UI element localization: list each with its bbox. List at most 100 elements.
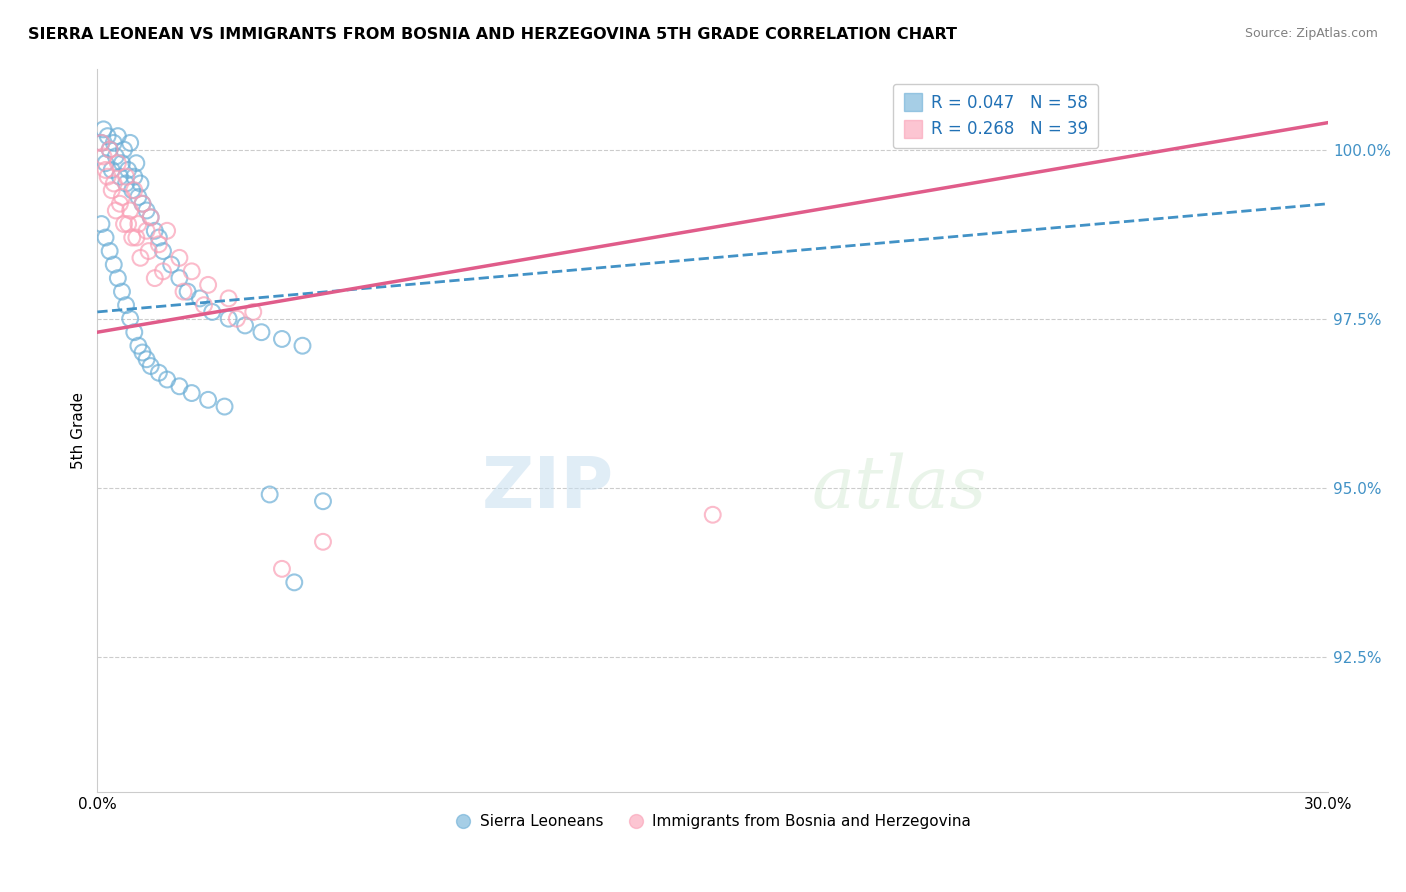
Point [169,271,191,285]
Point [135,352,157,367]
Point [108,196,131,211]
Point [135,224,157,238]
Point [156,224,179,238]
Point [125,156,148,170]
Point [135,203,157,218]
Point [103,177,125,191]
Point [117,217,139,231]
Point [124,183,146,197]
Point [169,251,191,265]
Point [218,292,240,306]
Text: SIERRA LEONEAN VS IMMIGRANTS FROM BOSNIA AND HERZEGOVINA 5TH GRADE CORRELATION C: SIERRA LEONEAN VS IMMIGRANTS FROM BOSNIA… [28,27,957,42]
Point [93,149,115,163]
Point [111,156,134,170]
Point [139,211,162,225]
Point [218,311,240,326]
Point [127,339,149,353]
Point [180,264,202,278]
Text: ZIP: ZIP [482,454,614,523]
Point [108,169,131,184]
Point [129,251,152,265]
Point [107,129,129,144]
Point [117,163,139,178]
Y-axis label: 5th Grade: 5th Grade [72,392,86,468]
Point [152,244,174,258]
Point [90,136,112,150]
Point [127,190,149,204]
Point [291,339,314,353]
Point [197,277,219,292]
Text: Source: ZipAtlas.com: Source: ZipAtlas.com [1244,27,1378,40]
Point [93,122,115,136]
Point [312,534,335,549]
Point [148,230,170,244]
Point [127,217,149,231]
Point [176,285,198,299]
Point [111,285,134,299]
Point [156,372,179,386]
Point [143,224,166,238]
Point [97,169,120,184]
Point [121,183,143,197]
Point [112,143,135,157]
Point [120,136,142,150]
Point [180,386,202,401]
Point [139,359,162,373]
Point [115,298,138,312]
Point [97,129,120,144]
Point [94,163,117,178]
Point [120,311,142,326]
Point [139,211,162,225]
Point [104,149,127,163]
Point [702,508,724,522]
Point [283,575,305,590]
Point [100,183,122,197]
Point [98,143,121,157]
Point [188,292,211,306]
Point [100,163,122,178]
Point [131,196,153,211]
Point [148,237,170,252]
Point [111,190,134,204]
Point [225,311,247,326]
Point [107,271,129,285]
Point [103,258,125,272]
Point [152,264,174,278]
Point [271,562,294,576]
Point [143,271,166,285]
Point [98,244,121,258]
Point [201,305,224,319]
Point [242,305,264,319]
Point [112,217,135,231]
Point [193,298,215,312]
Point [148,366,170,380]
Point [90,217,112,231]
Point [94,156,117,170]
Point [160,258,183,272]
Point [103,136,125,150]
Point [131,345,153,359]
Point [250,325,273,339]
Point [98,143,121,157]
Point [312,494,335,508]
Point [173,285,195,299]
Point [90,136,112,150]
Point [115,169,138,184]
Point [169,379,191,393]
Point [121,230,143,244]
Point [214,400,236,414]
Point [271,332,294,346]
Point [197,392,219,407]
Point [124,169,146,184]
Point [107,156,129,170]
Text: atlas: atlas [811,453,987,524]
Point [125,230,148,244]
Point [120,203,142,218]
Point [104,203,127,218]
Point [259,487,281,501]
Point [131,196,153,211]
Point [115,177,138,191]
Point [124,325,146,339]
Point [129,177,152,191]
Point [138,244,160,258]
